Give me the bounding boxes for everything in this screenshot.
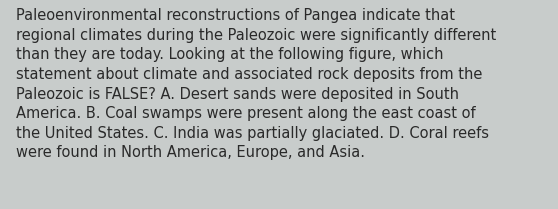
Text: Paleoenvironmental reconstructions of Pangea indicate that
regional climates dur: Paleoenvironmental reconstructions of Pa… — [16, 8, 496, 160]
